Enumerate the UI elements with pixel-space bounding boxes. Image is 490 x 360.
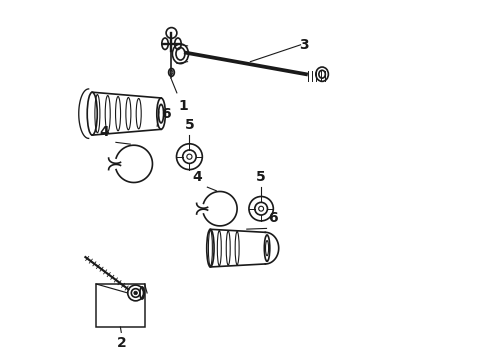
Text: 6: 6 — [269, 211, 278, 225]
Text: 6: 6 — [161, 107, 171, 121]
Text: 5: 5 — [256, 170, 266, 184]
Bar — [96, 284, 145, 327]
Text: 2: 2 — [117, 336, 126, 350]
Text: 4: 4 — [192, 170, 202, 184]
Text: 1: 1 — [179, 99, 189, 113]
Text: 3: 3 — [299, 39, 308, 52]
Text: 4: 4 — [99, 125, 109, 139]
Circle shape — [134, 291, 137, 295]
Text: 5: 5 — [185, 118, 195, 132]
